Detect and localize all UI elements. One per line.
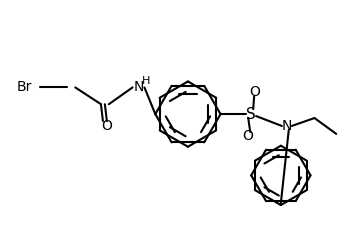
Text: O: O bbox=[102, 119, 112, 133]
Text: S: S bbox=[246, 107, 256, 122]
Text: N: N bbox=[282, 119, 292, 133]
Text: Br: Br bbox=[16, 81, 32, 94]
Text: N: N bbox=[133, 81, 144, 94]
Text: O: O bbox=[250, 85, 261, 99]
Text: O: O bbox=[242, 129, 253, 143]
Text: H: H bbox=[142, 76, 151, 86]
